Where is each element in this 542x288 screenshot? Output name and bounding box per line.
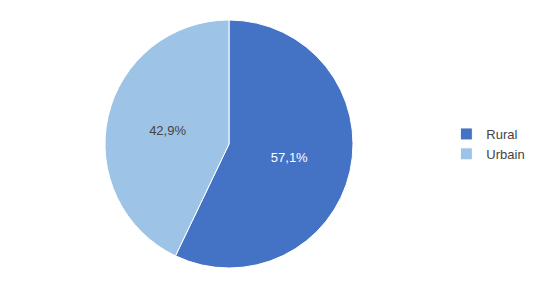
svg-text:42,9%: 42,9%: [149, 123, 186, 138]
svg-text:Urbain: Urbain: [486, 147, 524, 162]
svg-text:57,1%: 57,1%: [271, 150, 308, 165]
svg-text:Rural: Rural: [486, 127, 517, 142]
